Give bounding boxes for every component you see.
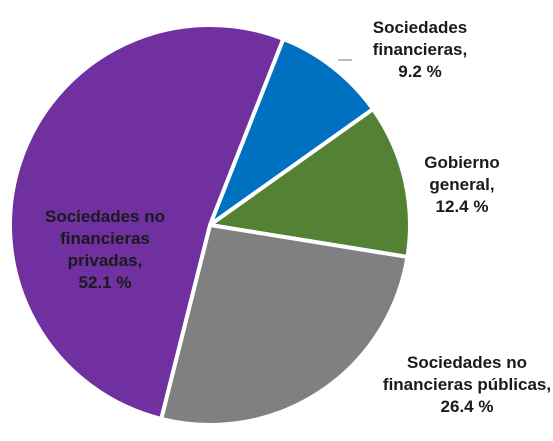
value-label: 12.4 % xyxy=(435,197,489,216)
value-label: 52.1 % xyxy=(78,273,132,292)
value-label: 26.4 % xyxy=(440,397,494,416)
slice-label: Sociedades no financieras privadas, 52.1 … xyxy=(30,206,180,294)
pie-slice xyxy=(8,23,286,421)
pie-slice xyxy=(208,107,412,259)
category-label: Gobierno general, xyxy=(424,153,500,194)
slice-label: Sociedades no financieras públicas, 26.4 … xyxy=(380,352,553,418)
category-label: Sociedades financieras, xyxy=(372,18,468,59)
pie-slice xyxy=(159,223,410,427)
slice-label: Gobierno general, 12.4 % xyxy=(407,152,517,218)
slice-label: Sociedades financieras, 9.2 % xyxy=(345,17,495,83)
value-label: 9.2 % xyxy=(398,62,442,81)
category-label: Sociedades no financieras privadas, xyxy=(45,207,165,270)
category-label: Sociedades no financieras públicas, xyxy=(382,353,552,394)
pie-slice xyxy=(208,36,375,227)
